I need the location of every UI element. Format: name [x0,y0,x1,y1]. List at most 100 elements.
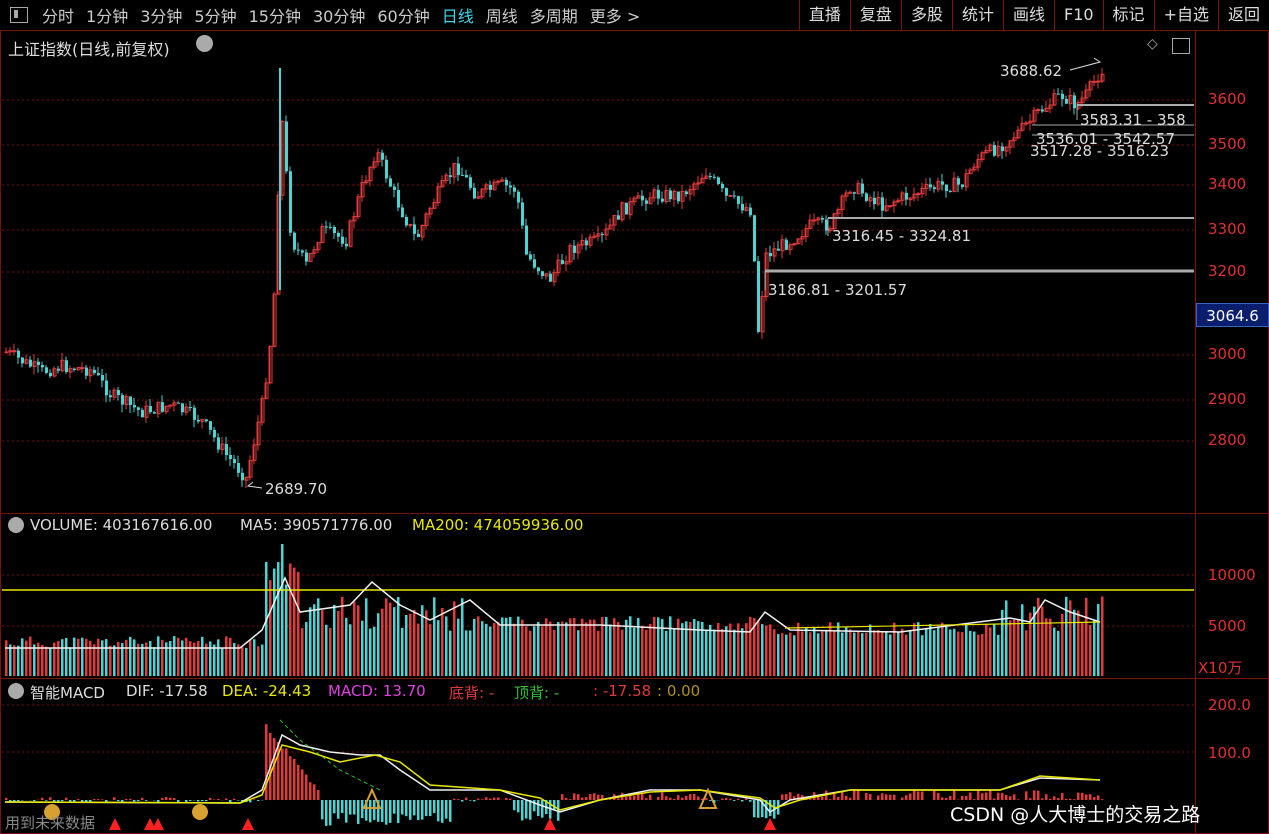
candle-body [260,397,265,423]
volume-bar [561,621,564,676]
volume-bar [881,632,884,676]
volume-bar [393,607,396,676]
volume-bar [621,629,624,676]
diamond-icon[interactable]: ◇ [1147,36,1158,52]
toolbar-button-5[interactable]: F10 [1053,0,1103,30]
macd-histogram-bar [237,800,240,801]
candle-body [808,219,813,229]
macd-histogram-bar [197,800,200,802]
macd-histogram-bar [941,797,944,800]
title-dropdown-icon[interactable] [196,35,213,52]
volume-bar [1097,603,1100,676]
period-tab-1[interactable]: 1分钟 [86,7,129,26]
macd-histogram-bar [841,791,844,800]
period-tab-5[interactable]: 30分钟 [312,7,366,26]
macd-histogram-bar [909,793,912,800]
macd-histogram-bar [865,792,868,800]
volume-bar [157,636,160,676]
toolbar-button-7[interactable]: +自选 [1153,0,1218,30]
volume-bar [233,642,236,676]
toolbar-button-4[interactable]: 画线 [1002,0,1054,30]
candle-body [248,459,253,478]
period-tab-8[interactable]: 周线 [485,7,518,26]
volume-bar [97,638,100,676]
candle-body [105,380,108,396]
volume-bar [105,639,108,676]
volume-bar [261,644,264,676]
macd-histogram-bar [577,794,580,800]
candle-body [836,209,841,215]
candle-body [664,189,669,203]
candle-body [241,472,244,481]
volume-bar [201,636,204,676]
volume-bar [425,610,428,676]
volume-bar [197,640,200,676]
main-ytick-3: 3300 [1208,220,1247,238]
current-price-tag: 3064.6 [1196,303,1269,327]
volume-bar [649,624,652,676]
period-tab-3[interactable]: 5分钟 [194,7,237,26]
window-icon[interactable] [1172,38,1190,54]
volume-bar [733,629,736,676]
period-tab-10[interactable]: 更多 > [589,7,641,26]
volume-bar [833,631,836,676]
volume-bar [1089,625,1092,676]
macd-histogram-bar [409,800,412,820]
macd-histogram-bar [73,800,76,803]
candle-body [101,375,104,381]
candle-body [484,184,489,190]
macd-histogram-bar [885,794,888,800]
volume-bar [729,623,732,676]
candle-body [197,419,200,422]
toolbar-button-2[interactable]: 多股 [900,0,952,30]
period-tab-9[interactable]: 多周期 [529,7,578,26]
toolbar-button-6[interactable]: 标记 [1102,0,1154,30]
candle-body [517,191,520,203]
period-tab-7[interactable]: 日线 [441,7,474,26]
volume-bar [309,607,312,676]
macd-histogram-bar [785,794,788,800]
period-tab-0[interactable]: 分时 [42,7,75,26]
period-tab-4[interactable]: 15分钟 [248,7,301,26]
macd-histogram-bar [101,799,104,800]
toolbar-button-1[interactable]: 复盘 [849,0,901,30]
volume-bar [229,637,232,676]
period-tab-2[interactable]: 3分钟 [140,7,183,26]
macd-histogram-bar [1049,798,1052,800]
volume-bar [977,634,980,676]
volume-bar [289,563,292,676]
candle-body [360,182,365,198]
volume-bar [917,622,920,676]
volume-bar [37,642,40,676]
macd-dropdown-icon[interactable] [8,683,24,699]
toolbar-button-3[interactable]: 统计 [951,0,1003,30]
toolbar-button-8[interactable]: 返回 [1217,0,1269,30]
candle-body [389,178,392,187]
signal-marker-0 [362,787,382,809]
volume-bar [149,641,152,676]
macd-histogram-bar [597,794,600,800]
macd-histogram-bar [141,797,144,800]
volume-bar [893,622,896,676]
volume-ma5-line [5,576,1101,649]
volume-bar [925,628,928,676]
candle-body [1036,108,1041,111]
macd-histogram-bar [965,796,968,800]
candle-body [177,402,180,404]
macd-histogram-bar [793,796,796,800]
macd-histogram-bar [81,800,84,802]
macd-histogram-bar [905,795,908,800]
main-ytick-2: 3400 [1208,175,1247,193]
candle-body [97,373,100,376]
volume-bar [873,630,876,676]
period-tab-6[interactable]: 60分钟 [377,7,430,26]
toolbar-button-0[interactable]: 直播 [798,0,850,30]
candle-body [32,361,37,368]
volume-dropdown-icon[interactable] [8,517,24,533]
candle-body [480,188,485,198]
candle-body [73,368,76,370]
volume-bar [797,622,800,676]
panel-toggle-icon[interactable] [10,7,28,23]
macd-histogram-bar [1081,792,1084,800]
volume-bar [361,620,364,676]
